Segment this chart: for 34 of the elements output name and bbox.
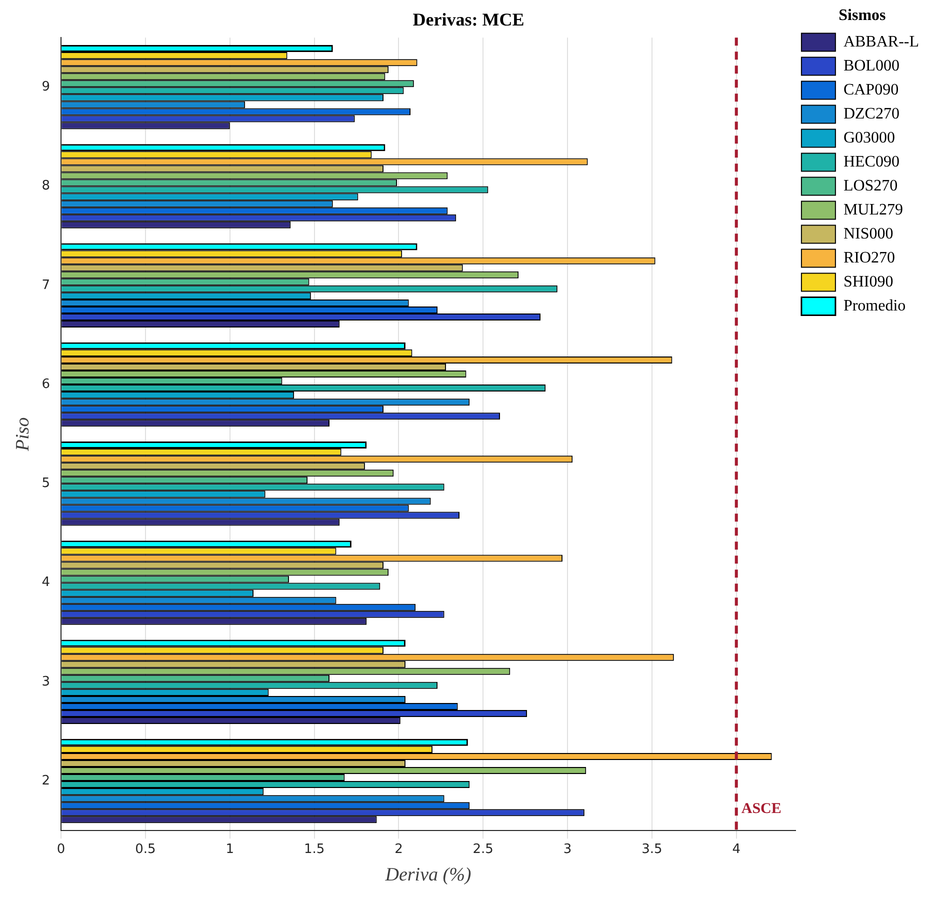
x-tick-label: 2 <box>394 842 403 857</box>
x-tick-label: 2.5 <box>472 842 494 857</box>
legend-label: ABBAR--L <box>843 33 920 50</box>
x-tick-label: 4 <box>732 842 740 857</box>
y-tick-label: 5 <box>42 476 50 492</box>
y-tick-label: 2 <box>42 773 50 788</box>
y-tick-label: 9 <box>42 80 50 95</box>
chart-title: Derivas: MCE <box>412 9 524 30</box>
legend-label: DZC270 <box>843 105 900 122</box>
y-tick-label: 3 <box>42 674 50 690</box>
legend-label: CAP090 <box>843 81 899 98</box>
y-tick-label: 6 <box>42 376 50 392</box>
x-tick-label: 1 <box>226 842 234 857</box>
y-tick-label: 4 <box>42 575 50 590</box>
x-axis-title: Deriva (%) <box>384 864 472 886</box>
x-tick-label: 3 <box>563 842 572 857</box>
legend-label: NIS000 <box>843 225 894 242</box>
y-axis-title: Piso <box>12 417 34 452</box>
y-tick-label: 7 <box>42 278 50 293</box>
x-tick-label: 0.5 <box>135 842 156 857</box>
legend-label: BOL000 <box>843 57 900 74</box>
legend-title: Sismos <box>838 7 886 24</box>
y-tick-label: 8 <box>42 178 50 194</box>
legend-label: MUL279 <box>843 201 904 218</box>
legend-label: HEC090 <box>843 153 900 170</box>
ref-line-label: ASCE <box>741 800 782 817</box>
legend-label: SHI090 <box>843 273 894 290</box>
x-tick-label: 0 <box>56 842 66 857</box>
legend-label: LOS270 <box>843 177 898 194</box>
legend-label: G03000 <box>843 129 896 146</box>
x-tick-label: 3.5 <box>642 842 662 857</box>
x-tick-label: 1.5 <box>304 842 325 857</box>
legend-label: RIO270 <box>843 249 896 266</box>
legend-label: Promedio <box>843 297 906 314</box>
